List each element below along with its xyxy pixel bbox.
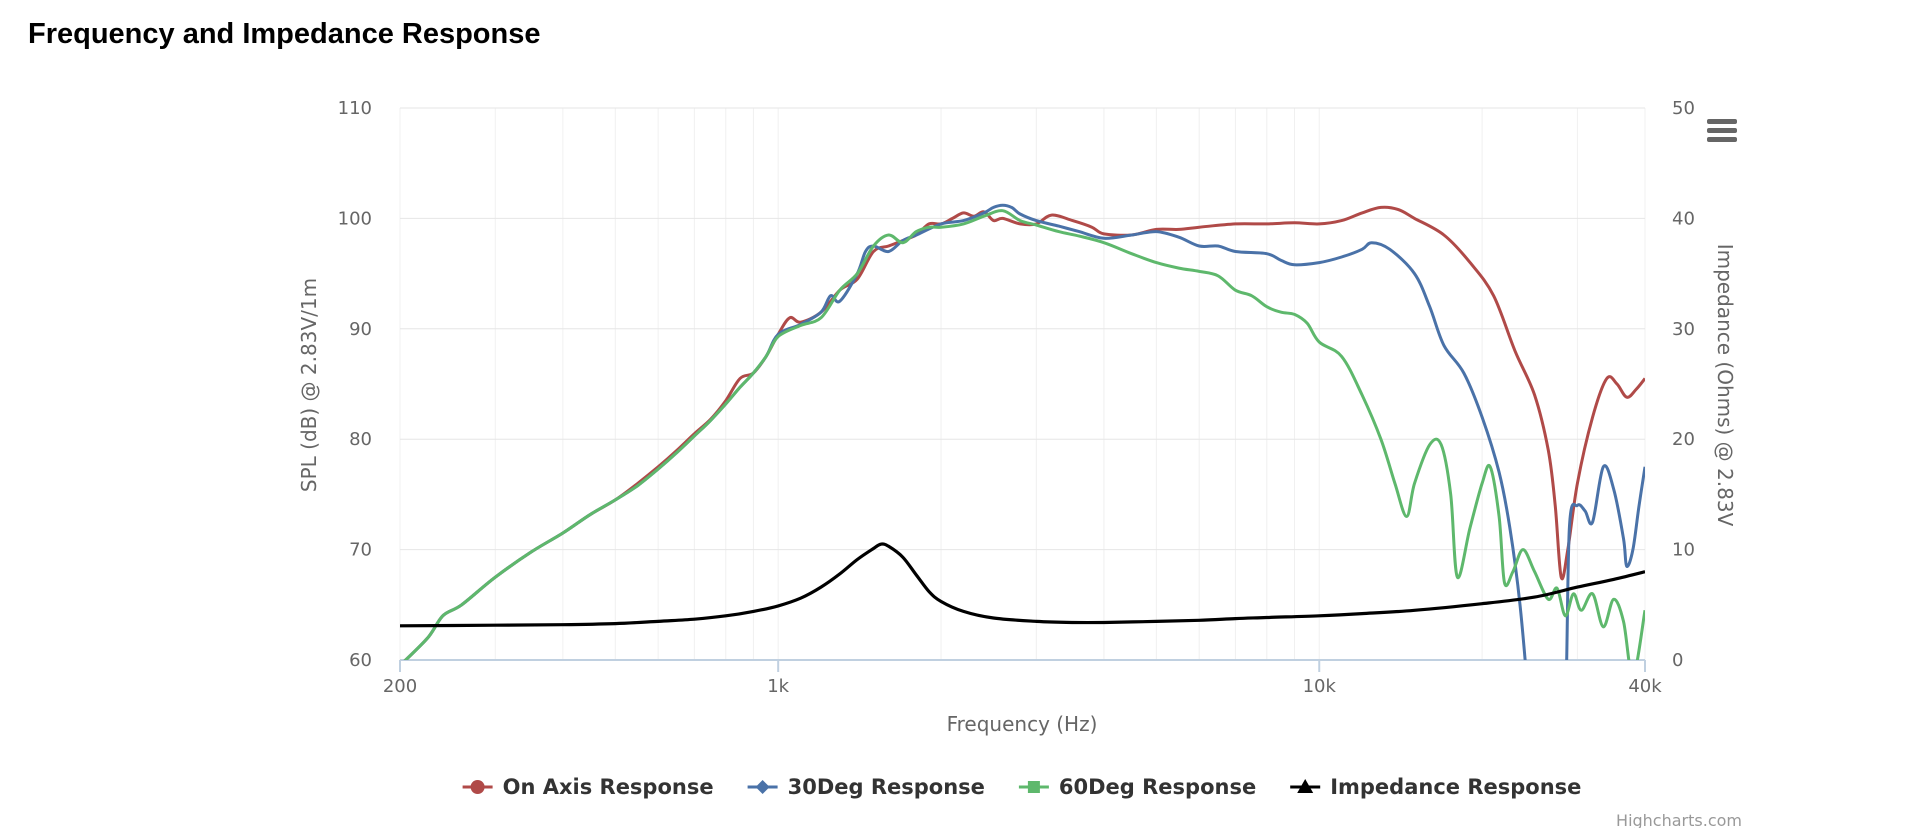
y-left-tick-label: 80	[349, 429, 372, 450]
series-line-on-axis-response[interactable]	[400, 205, 1645, 665]
hamburger-menu-icon[interactable]	[1702, 116, 1742, 150]
legend-label-60deg-response[interactable]: 60Deg Response	[1059, 775, 1256, 799]
x-tick-label: 10k	[1303, 676, 1337, 697]
legend-label-on-axis-response[interactable]: On Axis Response	[503, 775, 714, 799]
axes: 60 70 80 90 100 110 0 10 20 30 40 50 200 1k 10k 40k	[338, 98, 1695, 697]
legend-item-impedance-response[interactable]: Impedance Response	[1290, 775, 1581, 799]
x-axis-title: Frequency (Hz)	[947, 712, 1098, 736]
y-left-tick-label: 100	[338, 208, 372, 229]
chart-credits[interactable]: Highcharts.com	[1616, 811, 1742, 828]
y-right-tick-label: 10	[1672, 540, 1695, 561]
series-line-60deg-response[interactable]	[400, 209, 1645, 677]
series-line-impedance-response[interactable]	[400, 542, 1645, 628]
legend-marker-30deg-response	[755, 780, 770, 794]
y-right-tick-label: 0	[1672, 650, 1683, 671]
y-right-tick-label: 40	[1672, 208, 1695, 229]
y-right-tick-label: 20	[1672, 429, 1695, 450]
x-tick-label: 40k	[1628, 676, 1662, 697]
legend-marker-impedance-response	[1297, 779, 1314, 793]
legend-label-30deg-response[interactable]: 30Deg Response	[788, 775, 985, 799]
y-left-tick-label: 90	[349, 319, 372, 340]
x-tick-label: 1k	[767, 676, 789, 697]
y-left-tick-label: 70	[349, 540, 372, 561]
x-tick-label: 200	[383, 676, 417, 697]
legend: On Axis Response 30Deg Response 60Deg Resp…	[462, 775, 1581, 799]
legend-item-30deg-response[interactable]: 30Deg Response	[747, 775, 985, 799]
y-right-tick-label: 30	[1672, 319, 1695, 340]
legend-marker-on-axis-response	[470, 780, 485, 794]
y-left-tick-label: 60	[349, 650, 372, 671]
legend-label-impedance-response[interactable]: Impedance Response	[1330, 775, 1581, 799]
y-right-tick-label: 50	[1672, 98, 1695, 119]
y-left-tick-label: 110	[338, 98, 372, 119]
legend-item-60deg-response[interactable]: 60Deg Response	[1018, 775, 1256, 799]
y-axis-right-title: Impedance (Ohms) @ 2.83V	[1713, 244, 1737, 527]
legend-item-on-axis-response[interactable]: On Axis Response	[462, 775, 714, 799]
page-title: Frequency and Impedance Response	[28, 18, 541, 50]
legend-marker-60deg-response	[1027, 781, 1040, 793]
y-axis-left-title: SPL (dB) @ 2.83V/1m	[297, 278, 321, 492]
series-layer	[400, 203, 1645, 677]
